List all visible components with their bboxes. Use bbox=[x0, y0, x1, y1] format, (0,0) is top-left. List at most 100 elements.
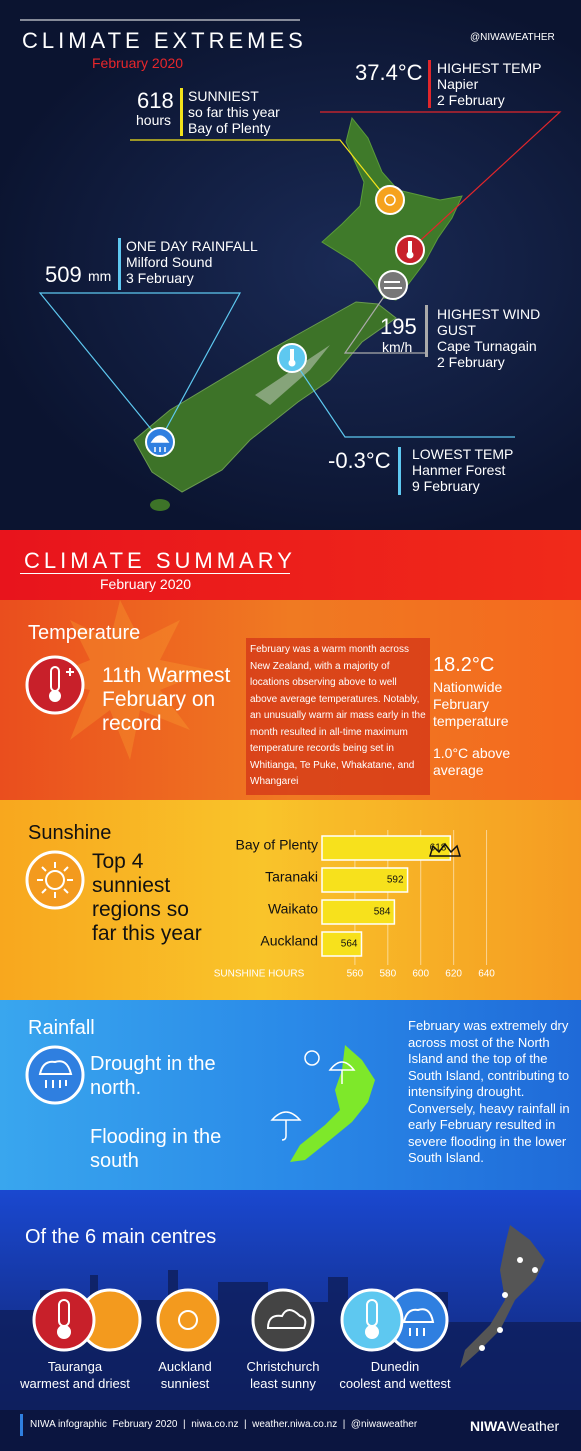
line: 9 February bbox=[412, 478, 480, 494]
line: regions so bbox=[92, 898, 189, 921]
temp-art bbox=[25, 600, 210, 760]
bar bbox=[321, 931, 363, 957]
category-label: Auckland bbox=[260, 933, 318, 949]
line: 1.0°C above bbox=[433, 745, 511, 761]
city: Auckland bbox=[158, 1359, 212, 1374]
accent-bar bbox=[428, 60, 431, 108]
bar bbox=[321, 867, 409, 893]
headline: 11th Warmest February on record bbox=[102, 664, 230, 736]
value-label: 592 bbox=[387, 875, 404, 886]
line: far this year bbox=[92, 922, 202, 945]
point: Drought in the north. bbox=[90, 1052, 216, 1100]
category-label: Waikato bbox=[268, 901, 318, 917]
line: record bbox=[102, 712, 162, 735]
centre: Tauranga warmest and driest bbox=[15, 1358, 135, 1392]
accent-bar bbox=[20, 1414, 23, 1436]
line: 2 February bbox=[437, 354, 505, 370]
line: Flooding in the bbox=[90, 1126, 222, 1148]
accent-bar bbox=[425, 305, 428, 357]
line: 2 February bbox=[437, 92, 505, 108]
heading: Sunshine bbox=[28, 822, 112, 844]
callout-text: HIGHEST TEMP Napier 2 February bbox=[437, 60, 542, 108]
point: Flooding in the south bbox=[90, 1125, 221, 1173]
line: February bbox=[433, 696, 490, 712]
line: temperature bbox=[433, 713, 509, 729]
accent-bar bbox=[180, 88, 183, 136]
temperature-section: Temperature 11th Warmest February on recor… bbox=[0, 600, 581, 800]
footer: NIWA infographic February 2020 | niwa.co… bbox=[0, 1410, 581, 1451]
centre: Auckland sunniest bbox=[135, 1358, 235, 1392]
value-label: 584 bbox=[374, 907, 391, 918]
line: 3 February bbox=[126, 270, 194, 286]
footer-text: NIWA infographic February 2020 | niwa.co… bbox=[30, 1419, 418, 1430]
x-axis-label: SUNSHINE HOURS bbox=[214, 969, 305, 980]
value: 37.4°C bbox=[355, 60, 423, 85]
line: Drought in the bbox=[90, 1053, 216, 1075]
line: HIGHEST TEMP bbox=[437, 60, 542, 76]
map bbox=[20, 19, 562, 511]
unit: mm bbox=[88, 268, 112, 284]
sunshine-section: Sunshine Top 4 sunniest regions so far this… bbox=[0, 800, 581, 1000]
line: Napier bbox=[437, 76, 479, 92]
city: Dunedin bbox=[370, 1359, 420, 1374]
line: Hanmer Forest bbox=[412, 462, 506, 478]
rain-art bbox=[25, 1045, 375, 1162]
value: 509 bbox=[45, 262, 82, 287]
summary-subtitle: February 2020 bbox=[100, 576, 192, 592]
city: Christchurch bbox=[246, 1359, 320, 1374]
x-tick-label: 600 bbox=[412, 969, 429, 980]
rule bbox=[20, 573, 290, 574]
unit: km/h bbox=[382, 339, 413, 355]
logo: NIWAWeather bbox=[470, 1418, 559, 1434]
line: north. bbox=[90, 1077, 142, 1099]
heading: Temperature bbox=[28, 622, 141, 644]
x-tick-label: 640 bbox=[478, 969, 495, 980]
rainfall-section: Rainfall Drought in the north. Flooding i… bbox=[0, 1000, 581, 1190]
headline: Top 4 sunniest regions so far this year bbox=[92, 850, 202, 946]
line: south bbox=[90, 1150, 139, 1172]
callout-text: HIGHEST WIND GUST Cape Turnagain 2 Februar… bbox=[437, 306, 581, 370]
line: Bay of Plenty bbox=[188, 120, 271, 136]
bar bbox=[321, 899, 396, 925]
value: 195 bbox=[380, 314, 417, 339]
value-label: 618 bbox=[430, 843, 447, 854]
line: ONE DAY RAINFALL bbox=[126, 238, 258, 254]
centres-art bbox=[0, 1225, 581, 1410]
category-label: Bay of Plenty bbox=[236, 837, 319, 853]
centre: Dunedin coolest and wettest bbox=[335, 1358, 455, 1392]
note: warmest and driest bbox=[20, 1376, 130, 1391]
crown-icon bbox=[428, 842, 462, 857]
line: SUNNIEST bbox=[188, 88, 259, 104]
subtitle: February 2020 bbox=[92, 55, 184, 71]
line: 11th Warmest bbox=[102, 664, 231, 687]
line: Milford Sound bbox=[126, 254, 213, 270]
value: 618 bbox=[137, 88, 174, 113]
category-label: Taranaki bbox=[265, 869, 318, 885]
stat: 18.2°C bbox=[433, 654, 495, 676]
sunshine-chart: 560 580 600 620 640 SUNSHINE HOURS 618 Bay of P… bbox=[214, 830, 495, 980]
x-tick-label: 580 bbox=[379, 969, 396, 980]
heading: Of the 6 main centres bbox=[25, 1226, 217, 1248]
line: Cape Turnagain bbox=[437, 338, 537, 354]
extremes-section: CLIMATE EXTREMES February 2020 @NIWAWEAT… bbox=[0, 0, 581, 530]
accent-bar bbox=[118, 238, 121, 290]
bar bbox=[321, 835, 452, 861]
x-tick-label: 560 bbox=[347, 969, 364, 980]
logo-b: Weather bbox=[506, 1418, 560, 1434]
line: Nationwide bbox=[433, 679, 503, 695]
stat-label: Nationwide February temperature bbox=[433, 679, 508, 730]
title: CLIMATE EXTREMES bbox=[22, 28, 307, 53]
anomaly: 1.0°C above average bbox=[433, 745, 510, 779]
centre: Christchurch least sunny bbox=[233, 1358, 333, 1392]
x-tick-label: 620 bbox=[445, 969, 462, 980]
note: coolest and wettest bbox=[339, 1376, 451, 1391]
callout-text: SUNNIEST so far this year Bay of Plenty bbox=[188, 88, 280, 136]
paragraph: February was a warm month across New Zea… bbox=[246, 638, 430, 795]
sun-icon bbox=[25, 850, 85, 910]
line: HIGHEST WIND GUST bbox=[437, 306, 541, 338]
summary-title: CLIMATE SUMMARY bbox=[24, 548, 296, 573]
line: Top 4 bbox=[92, 850, 144, 873]
city: Tauranga bbox=[47, 1359, 103, 1374]
paragraph: February was extremely dry across most o… bbox=[408, 1018, 570, 1165]
